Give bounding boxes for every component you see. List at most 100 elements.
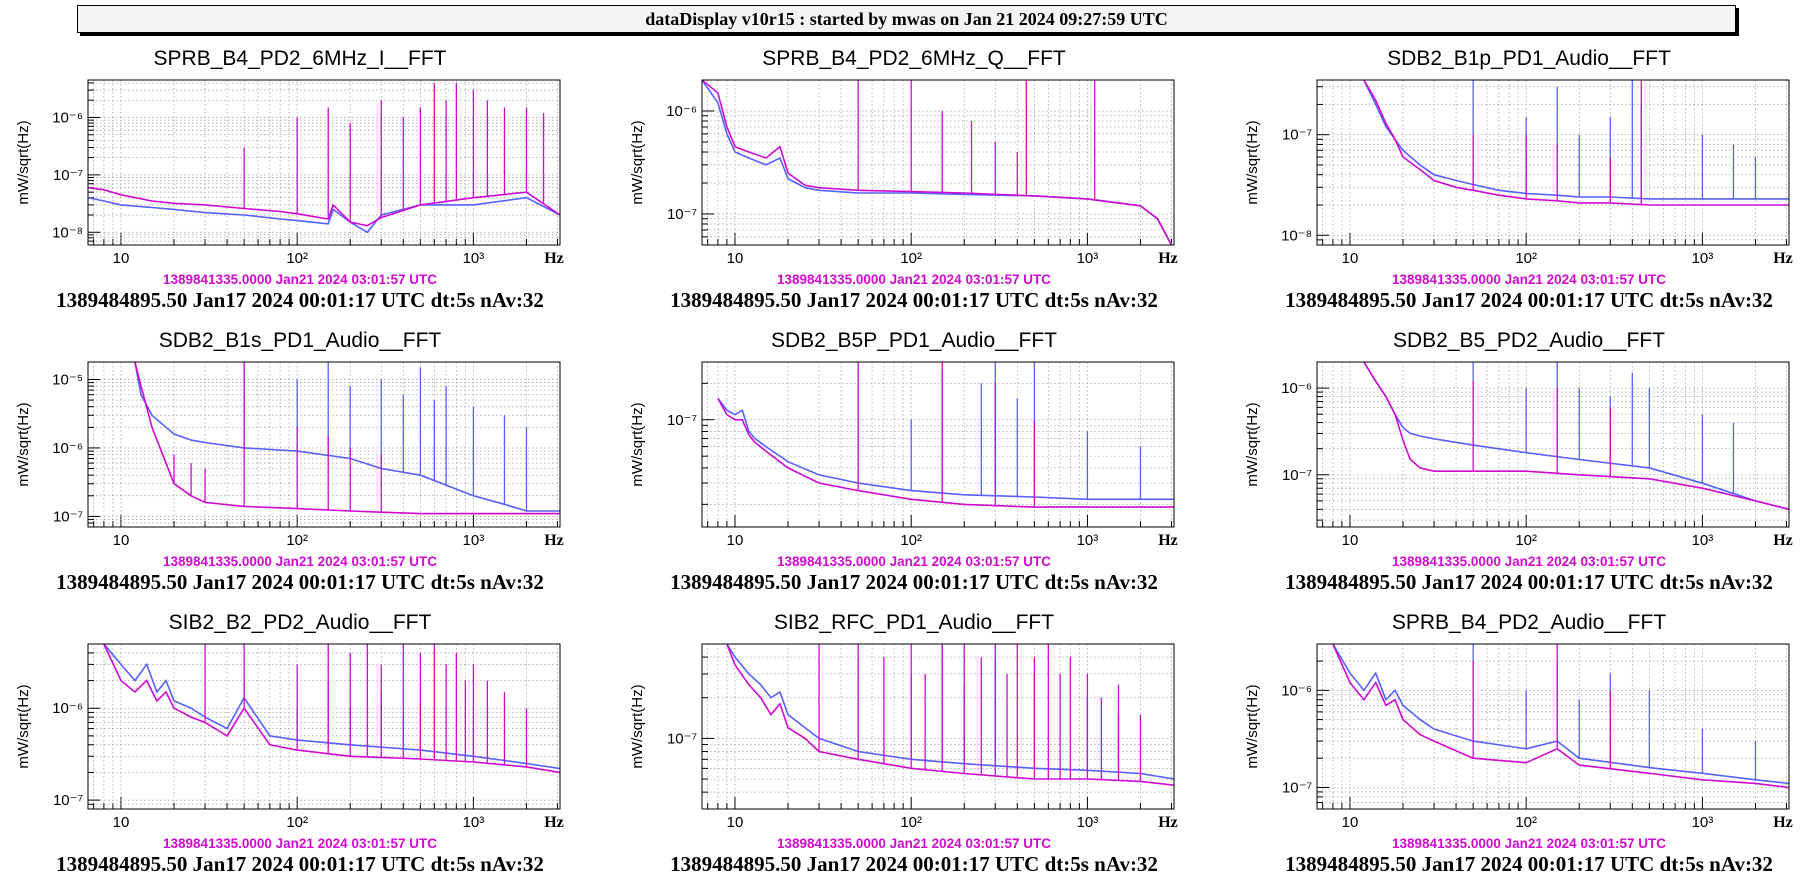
- x-tick-label: 10: [727, 250, 744, 267]
- series-group: [702, 80, 1173, 245]
- series-group: [88, 82, 560, 234]
- plot-frame: [1316, 643, 1790, 810]
- y-axis-label: mW/sqrt(Hz): [15, 684, 32, 768]
- series-group: [717, 362, 1174, 508]
- x-tick-label: 10³: [1692, 814, 1714, 831]
- y-tick-label: 10⁻⁷: [667, 730, 697, 747]
- x-tick-label: 10³: [463, 250, 485, 267]
- series-group: [1363, 80, 1789, 206]
- current-timestamp: 1389484895.50 Jan17 2024 00:01:17 UTC dt…: [1285, 570, 1773, 594]
- x-tick-label: 10³: [1077, 814, 1099, 831]
- x-unit-label: Hz: [1773, 532, 1793, 549]
- x-tick-label: 10: [727, 814, 744, 831]
- y-tick-label: 10⁻⁷: [53, 508, 83, 525]
- current-timestamp: 1389484895.50 Jan17 2024 00:01:17 UTC dt…: [670, 288, 1158, 312]
- plot-title: SDB2_B1s_PD1_Audio__FFT: [158, 329, 442, 352]
- spectrum-panel: 10 10² 10³ 10⁻⁷ 10⁻⁶ Hz mW/sqrt(Hz) SIB2_B2_PD2…: [0, 609, 600, 889]
- series-line-reference: [717, 398, 1174, 508]
- y-tick-label: 10⁻⁸: [52, 224, 83, 241]
- x-tick-label: 10: [113, 532, 130, 549]
- spectrum-plot: 10 10² 10³ 10⁻⁷ Hz mW/sqrt(Hz): [629, 361, 1178, 549]
- x-unit-label: Hz: [544, 250, 564, 267]
- y-tick-label: 10⁻⁷: [667, 206, 697, 223]
- y-axis-label: mW/sqrt(Hz): [629, 120, 646, 204]
- x-tick-label: 10²: [1515, 814, 1537, 831]
- y-tick-label: 10⁻⁷: [53, 167, 83, 184]
- series-line-current: [134, 362, 560, 512]
- y-tick-label: 10⁻⁶: [52, 109, 83, 126]
- reference-timestamp: 1389841335.0000 Jan21 2024 03:01:57 UTC: [777, 836, 1051, 851]
- x-tick-label: 10³: [463, 814, 485, 831]
- plot-frame: [87, 79, 561, 246]
- y-tick-label: 10⁻⁷: [53, 792, 83, 809]
- x-tick-label: 10²: [1515, 250, 1537, 267]
- plot-frame: [87, 361, 561, 528]
- current-timestamp: 1389484895.50 Jan17 2024 00:01:17 UTC dt…: [56, 852, 544, 876]
- spectrum-panel: 10 10² 10³ 10⁻⁷ 10⁻⁶ Hz mW/sqrt(Hz) SPRB_B4_PD2…: [614, 45, 1214, 325]
- x-tick-label: 10²: [900, 532, 922, 549]
- current-timestamp: 1389484895.50 Jan17 2024 00:01:17 UTC dt…: [1285, 852, 1773, 876]
- y-tick-label: 10⁻⁶: [1281, 682, 1312, 699]
- plot-title: SDB2_B1p_PD1_Audio__FFT: [1387, 47, 1671, 70]
- series-line-current: [103, 644, 560, 770]
- series-line-current: [702, 80, 1173, 245]
- reference-timestamp: 1389841335.0000 Jan21 2024 03:01:57 UTC: [777, 554, 1051, 569]
- series-line-current: [1363, 362, 1789, 511]
- spectrum-plot: 10 10² 10³ 10⁻⁷ 10⁻⁶ Hz mW/sqrt(Hz): [629, 79, 1178, 267]
- x-tick-label: 10³: [1077, 532, 1099, 549]
- series-line-reference: [1332, 644, 1789, 789]
- plot-title: SIB2_RFC_PD1_Audio__FFT: [773, 611, 1055, 634]
- reference-timestamp: 1389841335.0000 Jan21 2024 03:01:57 UTC: [163, 272, 437, 287]
- y-tick-label: 10⁻⁷: [1282, 779, 1312, 796]
- y-tick-label: 10⁻⁸: [1281, 227, 1312, 244]
- y-tick-label: 10⁻⁶: [1281, 380, 1312, 397]
- spectrum-plot: 10 10² 10³ 10⁻⁷ 10⁻⁶ Hz mW/sqrt(Hz): [15, 643, 564, 831]
- spectrum-panel: 10 10² 10³ 10⁻⁷ 10⁻⁶ 10⁻⁵ Hz mW/sqrt(Hz) SDB2_B1…: [0, 327, 600, 607]
- plot-title: SPRB_B4_PD2_6MHz_Q__FFT: [762, 47, 1066, 70]
- x-unit-label: Hz: [1773, 250, 1793, 267]
- y-axis-label: mW/sqrt(Hz): [1244, 120, 1261, 204]
- x-tick-label: 10³: [463, 532, 485, 549]
- x-tick-label: 10: [727, 532, 744, 549]
- spectrum-panel: 10 10² 10³ 10⁻⁷ 10⁻⁶ Hz mW/sqrt(Hz) SPRB_B4_PD2…: [1229, 609, 1805, 889]
- x-tick-label: 10³: [1692, 250, 1714, 267]
- x-unit-label: Hz: [544, 814, 564, 831]
- spectrum-plot: 10 10² 10³ 10⁻⁸ 10⁻⁷ Hz mW/sqrt(Hz): [1244, 79, 1793, 267]
- plot-title: SIB2_B2_PD2_Audio__FFT: [168, 611, 432, 634]
- x-tick-label: 10³: [1692, 532, 1714, 549]
- x-tick-label: 10²: [286, 532, 308, 549]
- series-group: [103, 644, 560, 774]
- spectrum-plot: 10 10² 10³ 10⁻⁸ 10⁻⁷ 10⁻⁶ Hz mW/sqrt(Hz): [15, 79, 564, 267]
- plot-frame: [1316, 79, 1790, 246]
- x-tick-label: 10: [1342, 250, 1359, 267]
- series-line-reference: [134, 362, 560, 515]
- y-axis-label: mW/sqrt(Hz): [629, 402, 646, 486]
- y-tick-label: 10⁻⁶: [52, 440, 83, 457]
- series-line-reference: [103, 644, 560, 774]
- spectrum-panel: 10 10² 10³ 10⁻⁸ 10⁻⁷ Hz mW/sqrt(Hz) SDB2_B1p_PD…: [1229, 45, 1805, 325]
- x-tick-label: 10: [1342, 814, 1359, 831]
- spectrum-plot: 10 10² 10³ 10⁻⁷ 10⁻⁶ Hz mW/sqrt(Hz): [1244, 361, 1793, 549]
- y-axis-label: mW/sqrt(Hz): [1244, 402, 1261, 486]
- plot-title: SPRB_B4_PD2_6MHz_I__FFT: [153, 47, 447, 70]
- x-tick-label: 10³: [1077, 250, 1099, 267]
- series-line-reference: [1363, 80, 1789, 206]
- series-line-current: [726, 644, 1174, 780]
- series-line-reference: [1363, 362, 1789, 511]
- x-unit-label: Hz: [1158, 814, 1178, 831]
- current-timestamp: 1389484895.50 Jan17 2024 00:01:17 UTC dt…: [670, 852, 1158, 876]
- y-tick-label: 10⁻⁶: [666, 103, 697, 120]
- x-tick-label: 10²: [286, 814, 308, 831]
- y-axis-label: mW/sqrt(Hz): [15, 402, 32, 486]
- series-line-reference: [726, 644, 1174, 786]
- reference-timestamp: 1389841335.0000 Jan21 2024 03:01:57 UTC: [163, 554, 437, 569]
- plot-frame: [701, 361, 1175, 528]
- y-tick-label: 10⁻⁷: [667, 412, 697, 429]
- x-tick-label: 10²: [1515, 532, 1537, 549]
- plot-title: SDB2_B5P_PD1_Audio__FFT: [771, 329, 1057, 352]
- reference-timestamp: 1389841335.0000 Jan21 2024 03:01:57 UTC: [1392, 836, 1666, 851]
- x-tick-label: 10: [1342, 532, 1359, 549]
- current-timestamp: 1389484895.50 Jan17 2024 00:01:17 UTC dt…: [670, 570, 1158, 594]
- reference-timestamp: 1389841335.0000 Jan21 2024 03:01:57 UTC: [1392, 554, 1666, 569]
- y-axis-label: mW/sqrt(Hz): [629, 684, 646, 768]
